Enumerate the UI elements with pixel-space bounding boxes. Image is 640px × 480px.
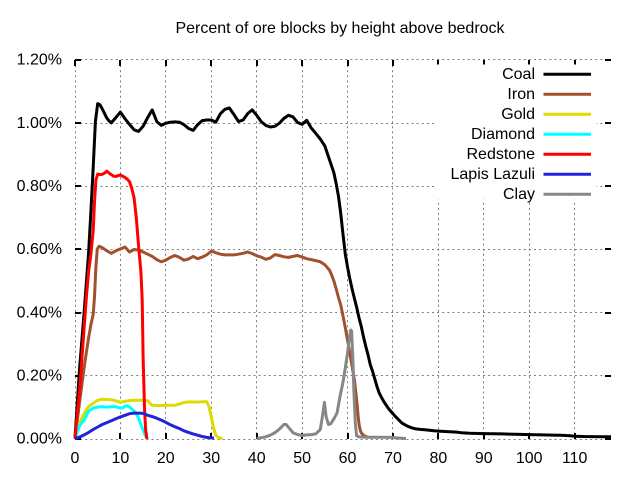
svg-text:Percent of ore blocks by heigh: Percent of ore blocks by height above be… bbox=[175, 20, 505, 37]
svg-text:80: 80 bbox=[430, 450, 448, 467]
svg-text:Iron: Iron bbox=[507, 86, 535, 103]
svg-text:100: 100 bbox=[516, 450, 543, 467]
svg-text:50: 50 bbox=[293, 450, 311, 467]
svg-text:90: 90 bbox=[475, 450, 493, 467]
svg-text:0: 0 bbox=[71, 450, 80, 467]
svg-text:40: 40 bbox=[248, 450, 266, 467]
svg-text:30: 30 bbox=[202, 450, 220, 467]
svg-text:110: 110 bbox=[562, 450, 588, 467]
svg-text:Redstone: Redstone bbox=[467, 146, 536, 163]
svg-text:0.40%: 0.40% bbox=[17, 304, 62, 321]
svg-text:0.20%: 0.20% bbox=[17, 368, 62, 385]
svg-text:10: 10 bbox=[112, 450, 130, 467]
svg-text:Gold: Gold bbox=[501, 106, 535, 123]
svg-text:Coal: Coal bbox=[502, 66, 535, 83]
svg-text:0.00%: 0.00% bbox=[17, 431, 62, 448]
svg-text:1.20%: 1.20% bbox=[17, 52, 62, 69]
svg-text:1.00%: 1.00% bbox=[17, 115, 62, 132]
svg-text:Clay: Clay bbox=[503, 186, 535, 203]
svg-text:0.80%: 0.80% bbox=[17, 178, 62, 195]
svg-text:Lapis Lazuli: Lapis Lazuli bbox=[451, 166, 536, 183]
svg-text:0.60%: 0.60% bbox=[17, 241, 62, 258]
svg-text:Diamond: Diamond bbox=[471, 126, 535, 143]
svg-text:70: 70 bbox=[384, 450, 402, 467]
svg-text:20: 20 bbox=[157, 450, 175, 467]
svg-text:60: 60 bbox=[339, 450, 357, 467]
